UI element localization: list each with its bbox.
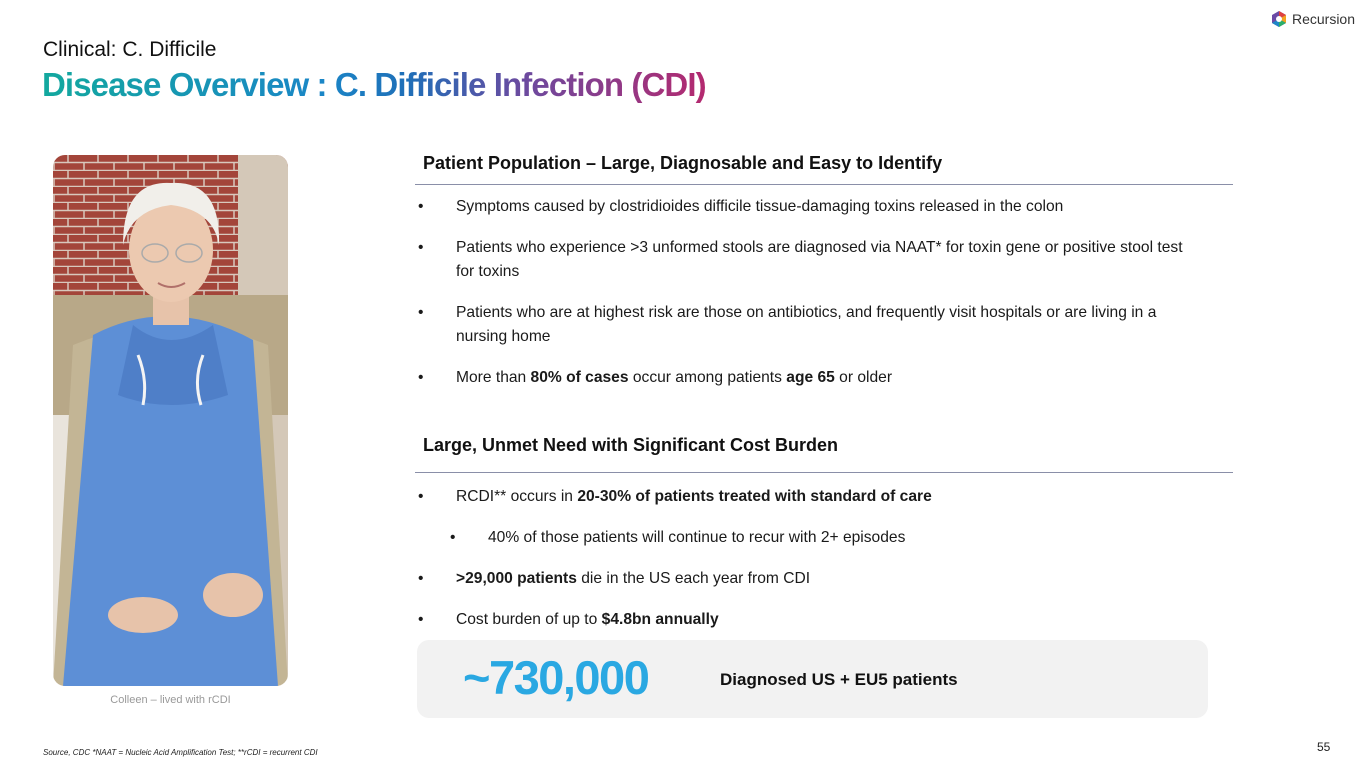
bullet: More than 80% of cases occur among patie… <box>415 366 1185 390</box>
callout: ~730,000 Diagnosed US + EU5 patients <box>417 640 1208 718</box>
bullet-text: or older <box>834 369 893 386</box>
bullet-text: Patients who are at highest risk are tho… <box>456 304 1157 345</box>
bullet-text: More than <box>456 369 531 386</box>
photo <box>53 155 288 686</box>
section-rule <box>415 184 1233 185</box>
bullet-text-bold: $4.8bn annually <box>601 611 719 628</box>
bullet: >29,000 patients die in the US each year… <box>415 567 1185 591</box>
bullet-text: die in the US each year from CDI <box>576 570 811 587</box>
bullet: Symptoms caused by clostridioides diffic… <box>415 195 1185 219</box>
callout-label: Diagnosed US + EU5 patients <box>720 670 958 689</box>
section-heading: Patient Population – Large, Diagnosable … <box>423 153 943 173</box>
bullet-list: Symptoms caused by clostridioides diffic… <box>415 195 1185 407</box>
bullet: RCDI** occurs in 20-30% of patients trea… <box>415 485 1185 509</box>
bullet-text: Symptoms caused by clostridioides diffic… <box>456 198 1064 215</box>
bullet-text: occur among patients <box>628 369 787 386</box>
section-heading: Large, Unmet Need with Significant Cost … <box>423 435 839 455</box>
bullet-text: 40% of those patients will continue to r… <box>488 529 906 546</box>
callout-value: ~730,000 <box>463 651 650 704</box>
bullet: Patients who experience >3 unformed stoo… <box>415 236 1185 284</box>
bullet-text-bold: age 65 <box>786 369 835 386</box>
photo-illustration <box>53 155 288 686</box>
section-rule <box>415 472 1233 473</box>
bullet-text-bold: >29,000 patients <box>456 570 577 587</box>
bullet-text-bold: 20-30% of patients treated with standard… <box>577 488 932 505</box>
kicker: Clinical: C. Difficile <box>43 38 217 61</box>
bullet-text: Patients who experience >3 unformed stoo… <box>456 239 1183 280</box>
bullet: Patients who are at highest risk are tho… <box>415 301 1185 349</box>
bullet-text: Cost burden of up to <box>456 611 602 628</box>
bullet: Cost burden of up to $4.8bn annually <box>415 608 1185 632</box>
title: Disease Overview : C. Difficile Infectio… <box>42 66 707 103</box>
source-note: Source, CDC *NAAT = Nucleic Acid Amplifi… <box>43 748 318 757</box>
logo-icon <box>1271 11 1286 27</box>
bullet-text: RCDI** occurs in <box>456 488 578 505</box>
bullet-list: RCDI** occurs in 20-30% of patients trea… <box>415 485 1185 649</box>
page-number: 55 <box>1317 740 1331 754</box>
bullet-text-bold: 80% of cases <box>530 369 629 386</box>
logo: Recursion <box>1270 10 1355 28</box>
photo-caption: Colleen – lived with rCDI <box>110 694 231 706</box>
logo-text: Recursion <box>1291 11 1355 27</box>
bullet: 40% of those patients will continue to r… <box>415 526 1185 550</box>
